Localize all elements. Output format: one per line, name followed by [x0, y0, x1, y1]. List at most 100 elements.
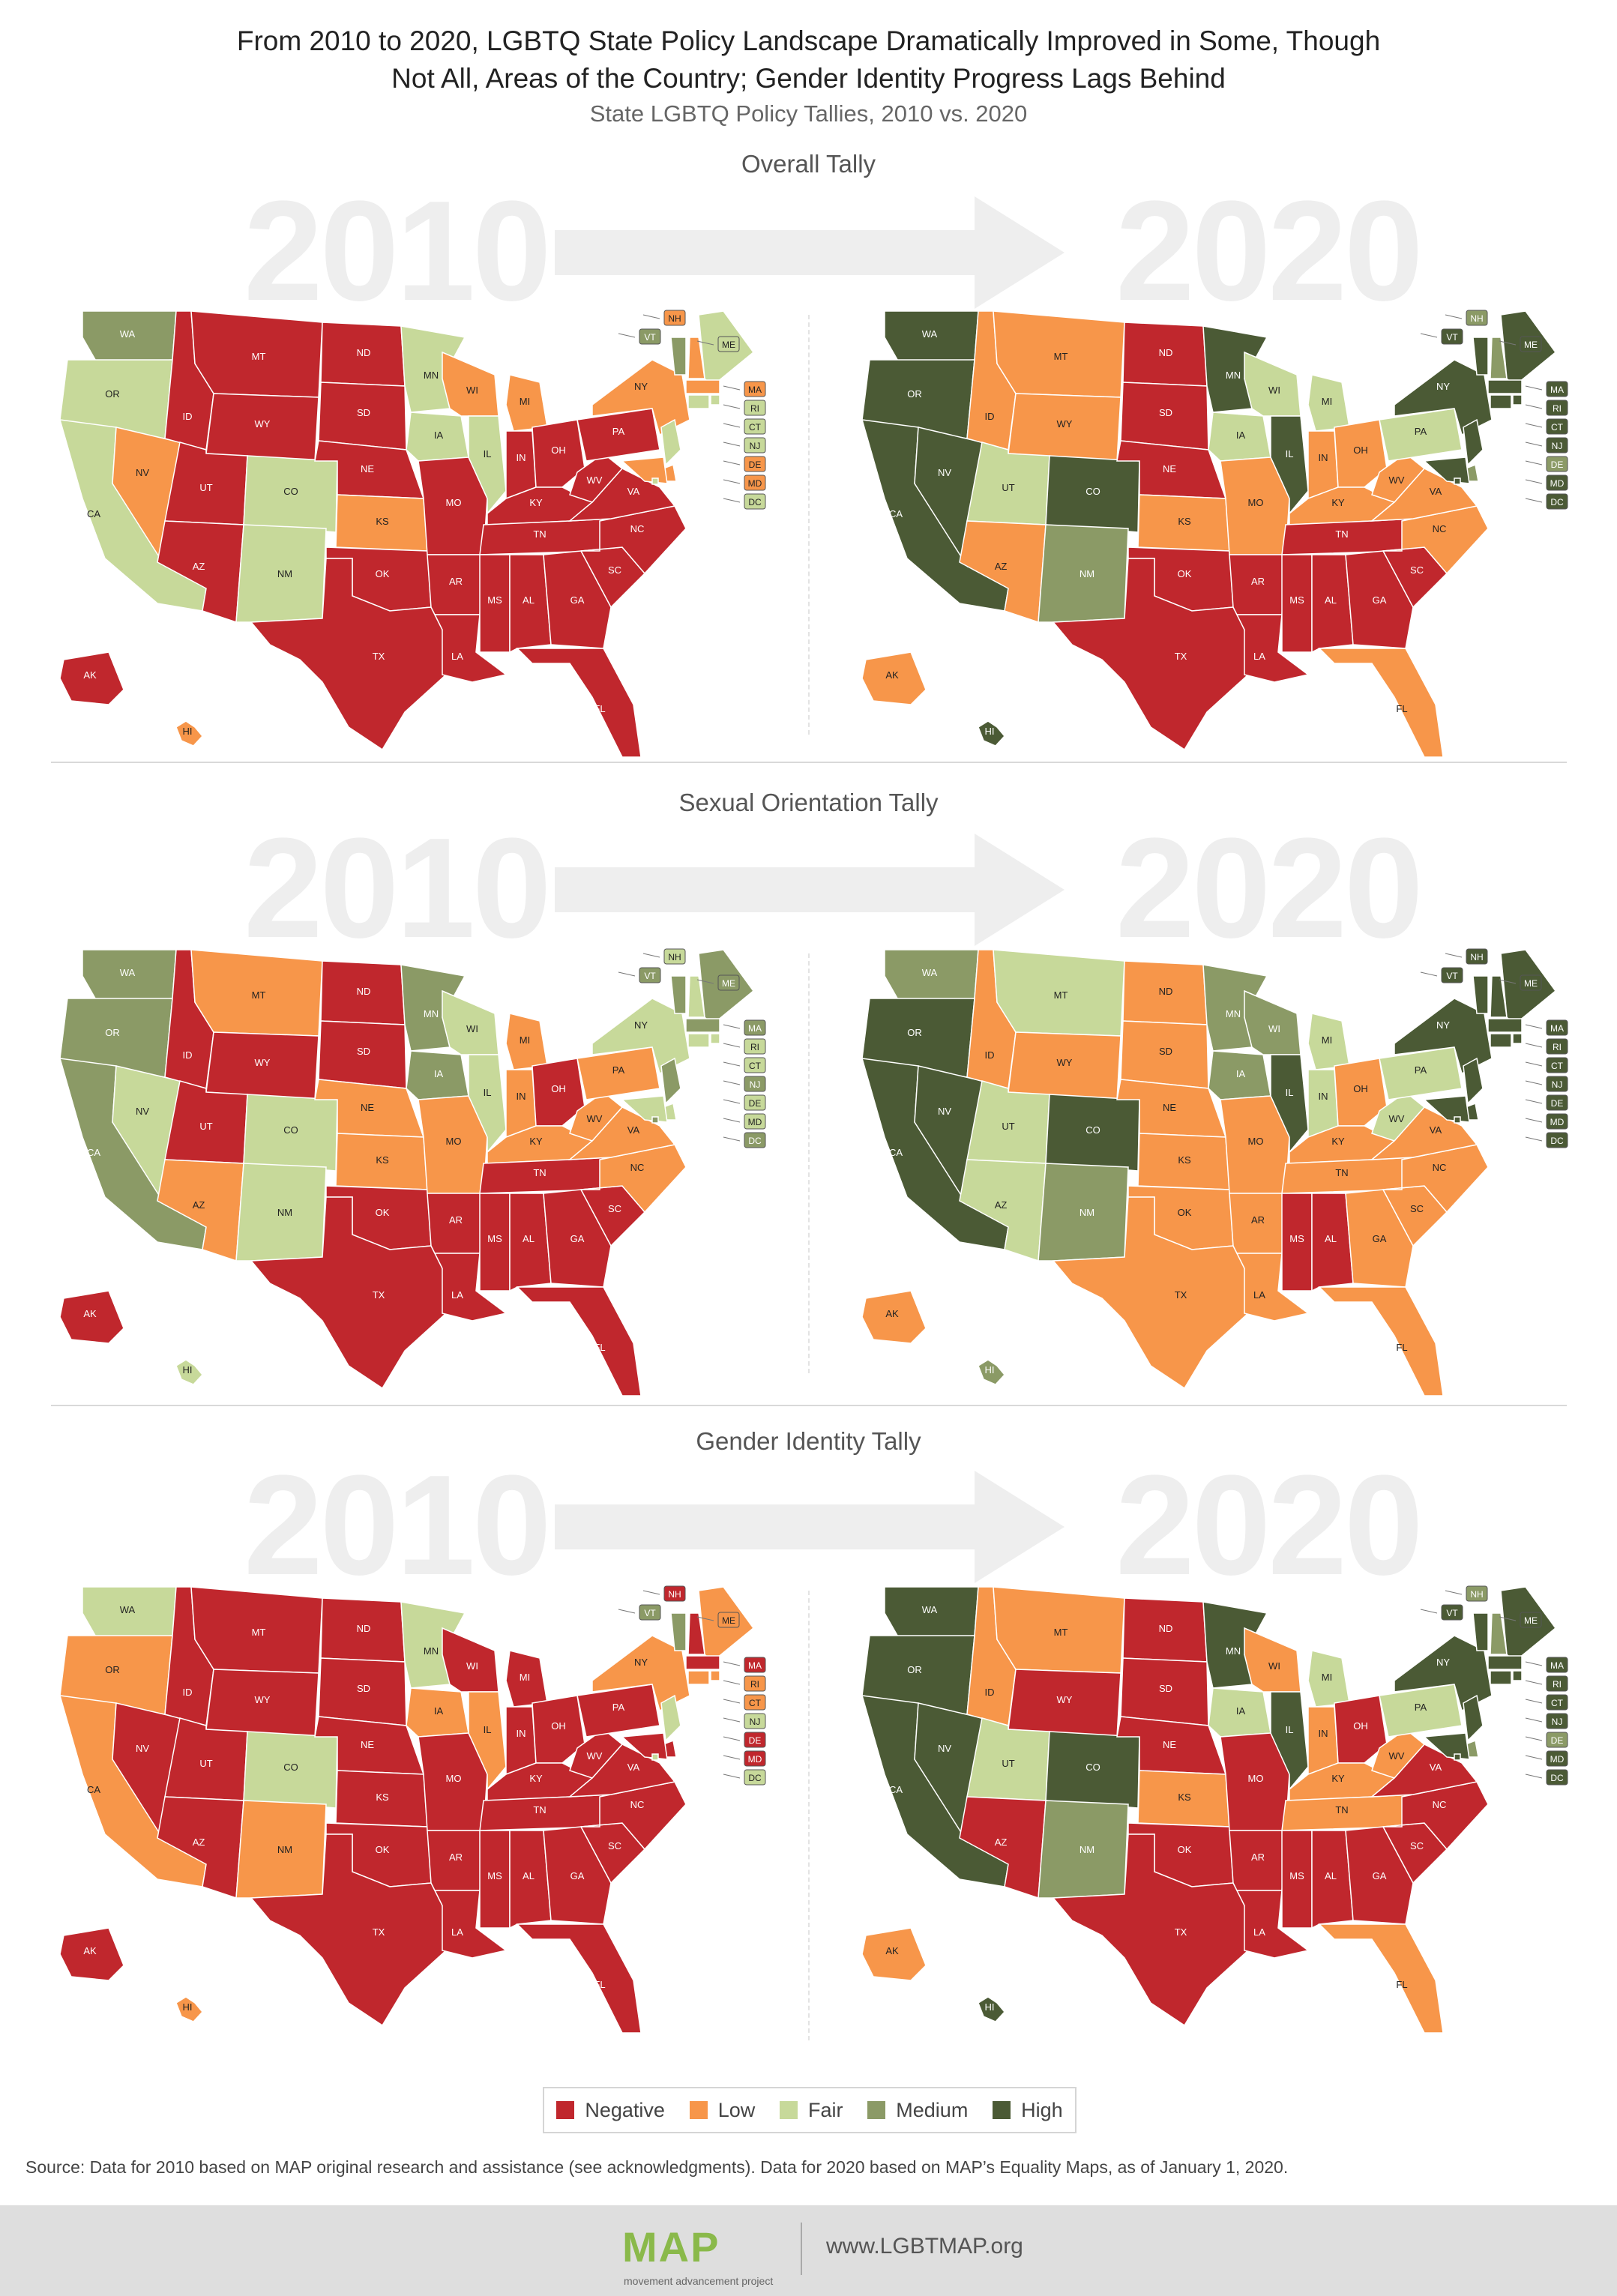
state-ma [685, 1655, 720, 1670]
state-label-ca: CA [889, 508, 903, 519]
state-hi [175, 1359, 203, 1385]
state-label-or: OR [907, 388, 922, 400]
legend: Negative Low Fair Medium High [543, 2087, 1077, 2133]
state-vt [670, 975, 687, 1014]
state-label-sc: SC [608, 564, 621, 576]
state-label-ak: AK [885, 1308, 899, 1319]
callout-line [1525, 1736, 1543, 1741]
callout-label-md: MD [1550, 1754, 1565, 1765]
callout-box-md [1546, 474, 1568, 491]
state-nj [660, 1694, 681, 1742]
state-label-wi: WI [1268, 1660, 1280, 1672]
callout-label-dc: DC [748, 1773, 762, 1783]
state-ms [1281, 1193, 1313, 1292]
callout-label-ma: MA [748, 1660, 762, 1671]
state-hi [978, 1996, 1005, 2022]
callout-line [1525, 1136, 1543, 1142]
state-label-wa: WA [120, 328, 136, 340]
state-ct [1490, 1670, 1512, 1685]
state-label-tx: TX [373, 1926, 385, 1938]
state-wi [1244, 989, 1301, 1055]
state-label-nv: NV [938, 1743, 951, 1754]
state-label-ms: MS [487, 1233, 502, 1244]
state-label-ok: OK [1178, 1207, 1192, 1218]
state-dc [651, 1753, 659, 1761]
callout-label-ct: CT [749, 422, 762, 433]
source-note: Source: Data for 2010 based on MAP origi… [25, 2157, 1289, 2177]
callout-box-md [1546, 1113, 1568, 1130]
callout-box-ri [1546, 1038, 1568, 1055]
state-label-oh: OH [551, 1083, 566, 1094]
state-mi [1307, 374, 1350, 432]
state-label-ia: IA [1236, 430, 1246, 441]
state-ak [59, 1927, 124, 1981]
callout-line [618, 1609, 636, 1614]
callout-box-dc [1546, 493, 1568, 510]
state-label-ok: OK [376, 1207, 390, 1218]
state-tx [1052, 1834, 1249, 2027]
state-nj [1463, 1057, 1484, 1105]
state-label-pa: PA [1415, 426, 1427, 437]
state-pa [1379, 408, 1463, 462]
state-label-ks: KS [376, 1792, 389, 1803]
callout-box-vt [639, 967, 661, 983]
swatch-low [689, 2101, 708, 2119]
state-label-sd: SD [357, 407, 370, 418]
callout-line [1445, 1590, 1463, 1595]
callout-box-md [744, 474, 766, 491]
state-label-co: CO [1085, 1124, 1100, 1136]
footer-url[interactable]: www.LGBTMAP.org [826, 2234, 1023, 2259]
callout-label-ct: CT [1551, 422, 1564, 433]
footer [0, 2205, 1617, 2296]
legend-item-high: High [993, 2099, 1063, 2122]
callout-label-ma: MA [1550, 1660, 1564, 1671]
state-label-ak: AK [83, 669, 97, 681]
state-oh [532, 1058, 585, 1127]
state-oh [1334, 419, 1388, 488]
state-label-id: ID [183, 1049, 193, 1061]
state-ms [479, 1193, 511, 1292]
state-ct [687, 1670, 710, 1685]
state-label-ca: CA [87, 508, 100, 519]
state-wi [1244, 1627, 1301, 1693]
state-label-or: OR [105, 388, 120, 400]
state-md [1423, 457, 1470, 484]
state-label-il: IL [1286, 1087, 1294, 1098]
callout-label-nj: NJ [750, 1079, 761, 1090]
callout-box-de [744, 1732, 766, 1748]
state-nc [580, 1144, 687, 1214]
state-label-nm: NM [277, 1844, 292, 1855]
state-label-al: AL [523, 594, 535, 606]
state-md [621, 457, 668, 484]
callout-line [723, 385, 741, 391]
state-label-hi: HI [985, 726, 995, 737]
state-label-ar: AR [449, 1214, 463, 1226]
callout-line [1499, 340, 1517, 346]
state-label-ga: GA [1373, 1870, 1387, 1881]
year-left-gender-identity: 2010 [244, 1446, 552, 1605]
callout-line [1525, 1755, 1543, 1760]
state-label-in: IN [1319, 1728, 1328, 1739]
state-label-wi: WI [466, 1023, 478, 1034]
state-label-ut: UT [199, 1121, 212, 1132]
callout-label-me: ME [722, 1615, 735, 1626]
state-ri [710, 1033, 720, 1044]
state-oh [1334, 1058, 1388, 1127]
state-label-hi: HI [985, 2001, 995, 2013]
callout-label-nj: NJ [1552, 1717, 1563, 1727]
state-ga [543, 550, 612, 649]
state-ri [1512, 1670, 1523, 1681]
callout-label-me: ME [1524, 978, 1538, 989]
state-pa [576, 1046, 660, 1100]
state-label-sd: SD [1159, 1683, 1172, 1694]
state-label-in: IN [517, 1728, 526, 1739]
state-label-mt: MT [252, 1627, 266, 1638]
callout-box-vt [1441, 967, 1463, 983]
state-label-wa: WA [120, 1604, 136, 1615]
callout-label-ma: MA [1550, 385, 1564, 395]
callout-box-me [717, 336, 740, 352]
map-gender-identity-2010: WA OR CA NV ID MT WY UT AZ CO NM ND SD NE KS OK TX MN IA MO… [58, 1585, 766, 2033]
state-label-mt: MT [252, 351, 266, 362]
map-divider-dashed [808, 953, 810, 1373]
state-dc [651, 477, 659, 485]
